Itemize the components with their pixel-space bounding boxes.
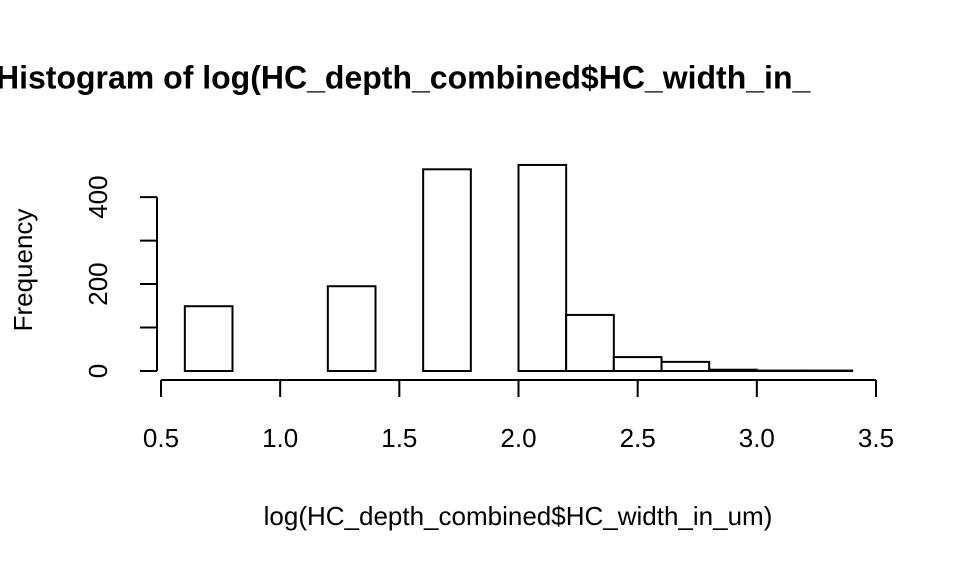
y-axis-label: Frequency [8,209,38,332]
bar [517,163,568,372]
x-tick-label: 3.0 [739,423,775,453]
bar [183,305,234,373]
y-tick-label: 0 [83,364,113,378]
x-tick-label: 2.0 [500,423,536,453]
chart-title: Histogram of log(HC_depth_combined$HC_wi… [0,59,811,95]
bar [565,313,615,373]
bar [326,285,377,372]
bar [708,368,758,373]
x-tick-label: 3.5 [858,423,894,453]
bar [422,168,472,372]
bar [660,360,711,373]
x-tick-label: 1.5 [381,423,417,453]
bar [612,356,663,372]
x-tick-label: 2.5 [620,423,656,453]
y-tick-label: 400 [83,175,113,218]
x-axis-label: log(HC_depth_combined$HC_width_in_um) [264,501,773,531]
x-tick-label: 0.5 [143,423,179,453]
x-tick-label: 1.0 [262,423,298,453]
y-tick-label: 200 [83,262,113,305]
